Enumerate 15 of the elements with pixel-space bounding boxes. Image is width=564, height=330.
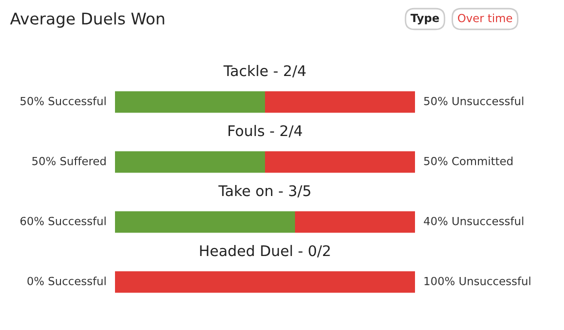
data-label: 50% Committed (424, 156, 512, 166)
y-tick-label: Fouls - 2/4 (228, 124, 302, 138)
text: Type (410, 14, 439, 24)
data-label: 50% Unsuccessful (424, 96, 524, 106)
chart-title: Average Duels Won (10, 12, 164, 28)
data-label: 40% Unsuccessful (424, 216, 524, 226)
data-label: 100% Unsuccessful (424, 276, 530, 286)
data-label: 50% Successful (20, 96, 106, 106)
data-label: 50% Suffered (32, 156, 106, 166)
data-label: 60% Successful (20, 216, 106, 226)
y-tick-label: Take on - 3/5 (218, 184, 310, 198)
data-label: 0% Successful (27, 276, 106, 286)
y-tick-label: Tackle - 2/4 (223, 64, 306, 78)
text: Over time (458, 14, 512, 22)
y-tick-label: Headed Duel - 0/2 (200, 244, 330, 258)
